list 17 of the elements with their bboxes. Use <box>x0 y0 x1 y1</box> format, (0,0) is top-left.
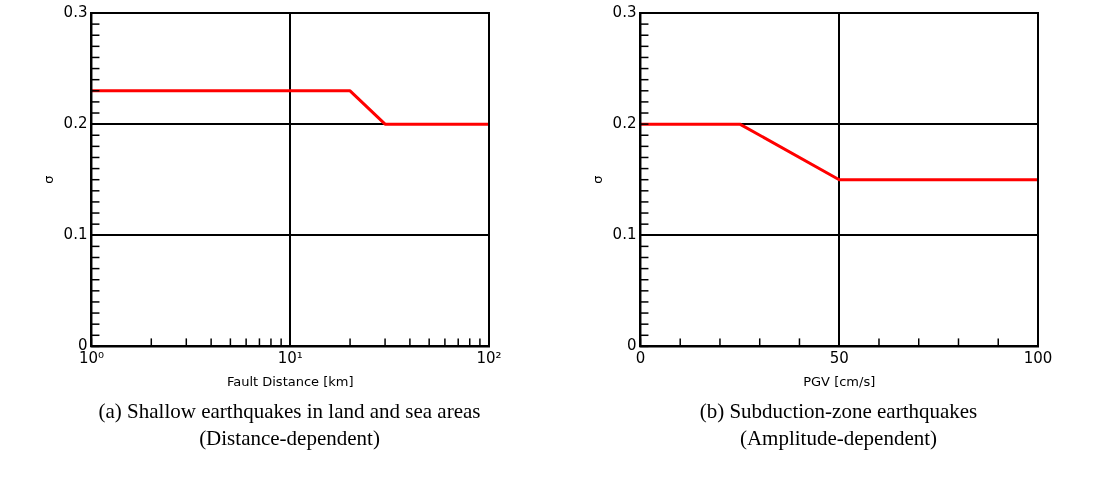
x-axis-title: PGV [cm/s] <box>803 373 876 389</box>
y-axis-title: σ <box>590 175 606 184</box>
y-axis-title: σ <box>41 175 57 184</box>
y-tick-label: 0.1 <box>612 225 637 244</box>
x-tick-label: 10¹ <box>277 349 303 368</box>
text: (a) Shallow earthquakes in land and sea areas (Distance-dependent) <box>97 398 482 452</box>
y-tick-label: 0.3 <box>63 2 88 21</box>
x-tick-label: 100 <box>1023 349 1053 368</box>
x-tick-label: 10² <box>476 349 502 368</box>
y-tick-label: 0.3 <box>612 2 637 21</box>
y-tick-label: 0.2 <box>63 114 88 133</box>
y-tick-label: 0.1 <box>63 225 88 244</box>
y-tick-label: 0.2 <box>612 114 637 133</box>
text: (b) Subduction-zone earthquakes (Amplitude-dependent) <box>698 398 979 452</box>
x-axis-title: Fault Distance [km] <box>226 373 354 389</box>
y-tick-label: 0 <box>626 336 637 355</box>
x-tick-label: 50 <box>829 349 849 368</box>
